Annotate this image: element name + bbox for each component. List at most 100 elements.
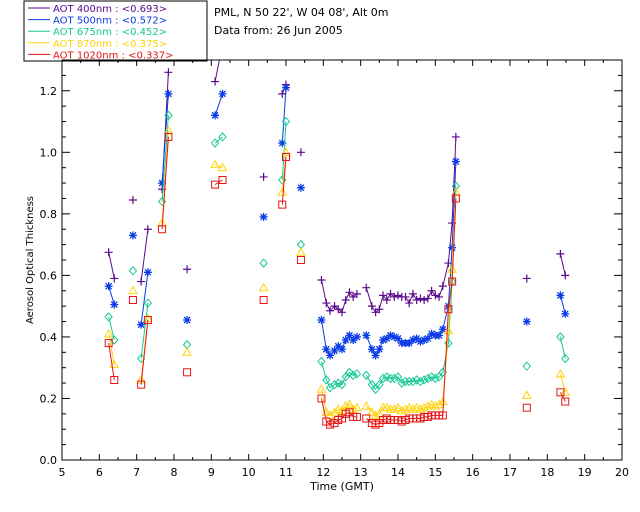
x-tick-label: 20	[615, 466, 629, 479]
data-point-diamond	[349, 370, 358, 381]
y-tick-label: 0.4	[40, 331, 58, 344]
data-point-diamond	[104, 312, 113, 322]
data-point-plus	[438, 282, 447, 291]
series-0	[104, 60, 570, 317]
y-tick-label: 1.2	[40, 85, 58, 98]
data-point-triangle	[381, 402, 392, 412]
data-point-star	[379, 336, 388, 344]
series-line	[281, 156, 287, 205]
data-point-triangle	[217, 162, 228, 172]
data-point-diamond	[330, 379, 339, 390]
data-point-plus	[296, 148, 305, 157]
legend-entry: AOT 500nm : <0.572>	[53, 16, 167, 27]
series-line	[365, 186, 457, 390]
data-point-diamond	[393, 372, 403, 382]
data-point-plus	[326, 306, 335, 315]
x-axis: 5 6 7 8 9 10 11 12 13 14 15 16 17 18 19 20	[59, 60, 629, 479]
data-point-triangle	[423, 401, 433, 410]
data-point-star	[334, 342, 343, 351]
data-point-square	[448, 277, 457, 286]
data-point-diamond	[110, 335, 119, 345]
data-point-plus	[362, 283, 371, 292]
data-point-star	[278, 139, 287, 148]
data-point-star	[382, 334, 391, 343]
data-point-triangle	[389, 404, 400, 413]
data-point-square	[326, 420, 335, 429]
series-line	[140, 319, 149, 385]
data-point-triangle	[296, 247, 306, 256]
data-point-diamond	[218, 132, 227, 142]
data-point-diamond	[345, 367, 354, 378]
data-point-star	[183, 316, 192, 324]
data-point-star	[438, 325, 447, 334]
data-point-star	[104, 282, 113, 291]
series-line	[321, 279, 358, 314]
y-tick-label: 0.2	[40, 392, 58, 405]
data-point-square	[278, 200, 287, 209]
data-point-square	[556, 388, 565, 397]
y-tick-label: 0.8	[40, 208, 58, 221]
data-point-diamond	[405, 376, 414, 387]
data-point-square	[110, 376, 119, 384]
data-point-star	[296, 183, 305, 192]
data-point-plus	[143, 225, 152, 234]
data-point-plus	[423, 294, 432, 303]
data-point-star	[338, 345, 346, 354]
data-point-diamond	[367, 379, 377, 390]
data-point-triangle	[411, 402, 422, 412]
x-tick-label: 6	[96, 466, 103, 479]
series-line	[214, 93, 223, 116]
data-point-diamond	[397, 378, 406, 388]
data-point-square	[143, 316, 152, 324]
data-point-star	[427, 329, 436, 338]
series-line	[559, 295, 566, 314]
series-line	[140, 272, 149, 325]
data-point-star	[412, 334, 421, 343]
data-point-star	[211, 111, 220, 120]
data-point-star	[451, 157, 460, 166]
data-point-triangle	[555, 368, 566, 378]
plot-area	[103, 60, 571, 429]
data-point-star	[386, 331, 395, 340]
x-tick-label: 13	[354, 466, 368, 479]
data-point-triangle	[560, 387, 571, 396]
x-tick-label: 9	[208, 466, 215, 479]
data-point-star	[341, 336, 350, 344]
data-point-star	[362, 331, 371, 340]
data-point-plus	[110, 274, 119, 283]
data-point-diamond	[408, 376, 418, 387]
data-point-diamond	[281, 116, 291, 127]
data-point-star	[317, 316, 326, 324]
series-3	[103, 125, 571, 419]
plot-frame	[61, 59, 623, 461]
data-point-star	[259, 212, 268, 221]
data-point-diamond	[375, 379, 384, 390]
legend: AOT 400nm : <0.693>AOT 500nm : <0.572>AO…	[23, 0, 208, 62]
data-point-diamond	[416, 376, 425, 387]
data-point-plus	[431, 291, 440, 300]
data-point-star	[326, 351, 335, 360]
data-point-triangle	[521, 390, 532, 399]
data-point-square	[561, 397, 570, 406]
data-point-star	[282, 83, 290, 92]
series-line	[214, 60, 220, 82]
data-point-triangle	[400, 404, 411, 413]
data-point-square	[218, 176, 227, 184]
series-line	[281, 87, 287, 144]
legend-box	[23, 0, 208, 62]
data-point-square	[137, 380, 146, 389]
data-point-square	[164, 132, 173, 141]
data-point-plus	[408, 289, 417, 298]
x-tick-label: 16	[466, 466, 480, 479]
data-point-plus	[183, 265, 192, 274]
data-point-diamond	[352, 369, 362, 379]
series-line	[140, 303, 149, 359]
data-point-plus	[164, 68, 173, 77]
data-point-plus	[104, 248, 113, 257]
data-point-plus	[416, 294, 425, 303]
series-4	[104, 132, 570, 429]
data-point-star	[394, 334, 402, 343]
y-tick-label: 1.0	[40, 146, 58, 159]
data-point-star	[405, 339, 414, 348]
data-point-diamond	[522, 361, 531, 371]
